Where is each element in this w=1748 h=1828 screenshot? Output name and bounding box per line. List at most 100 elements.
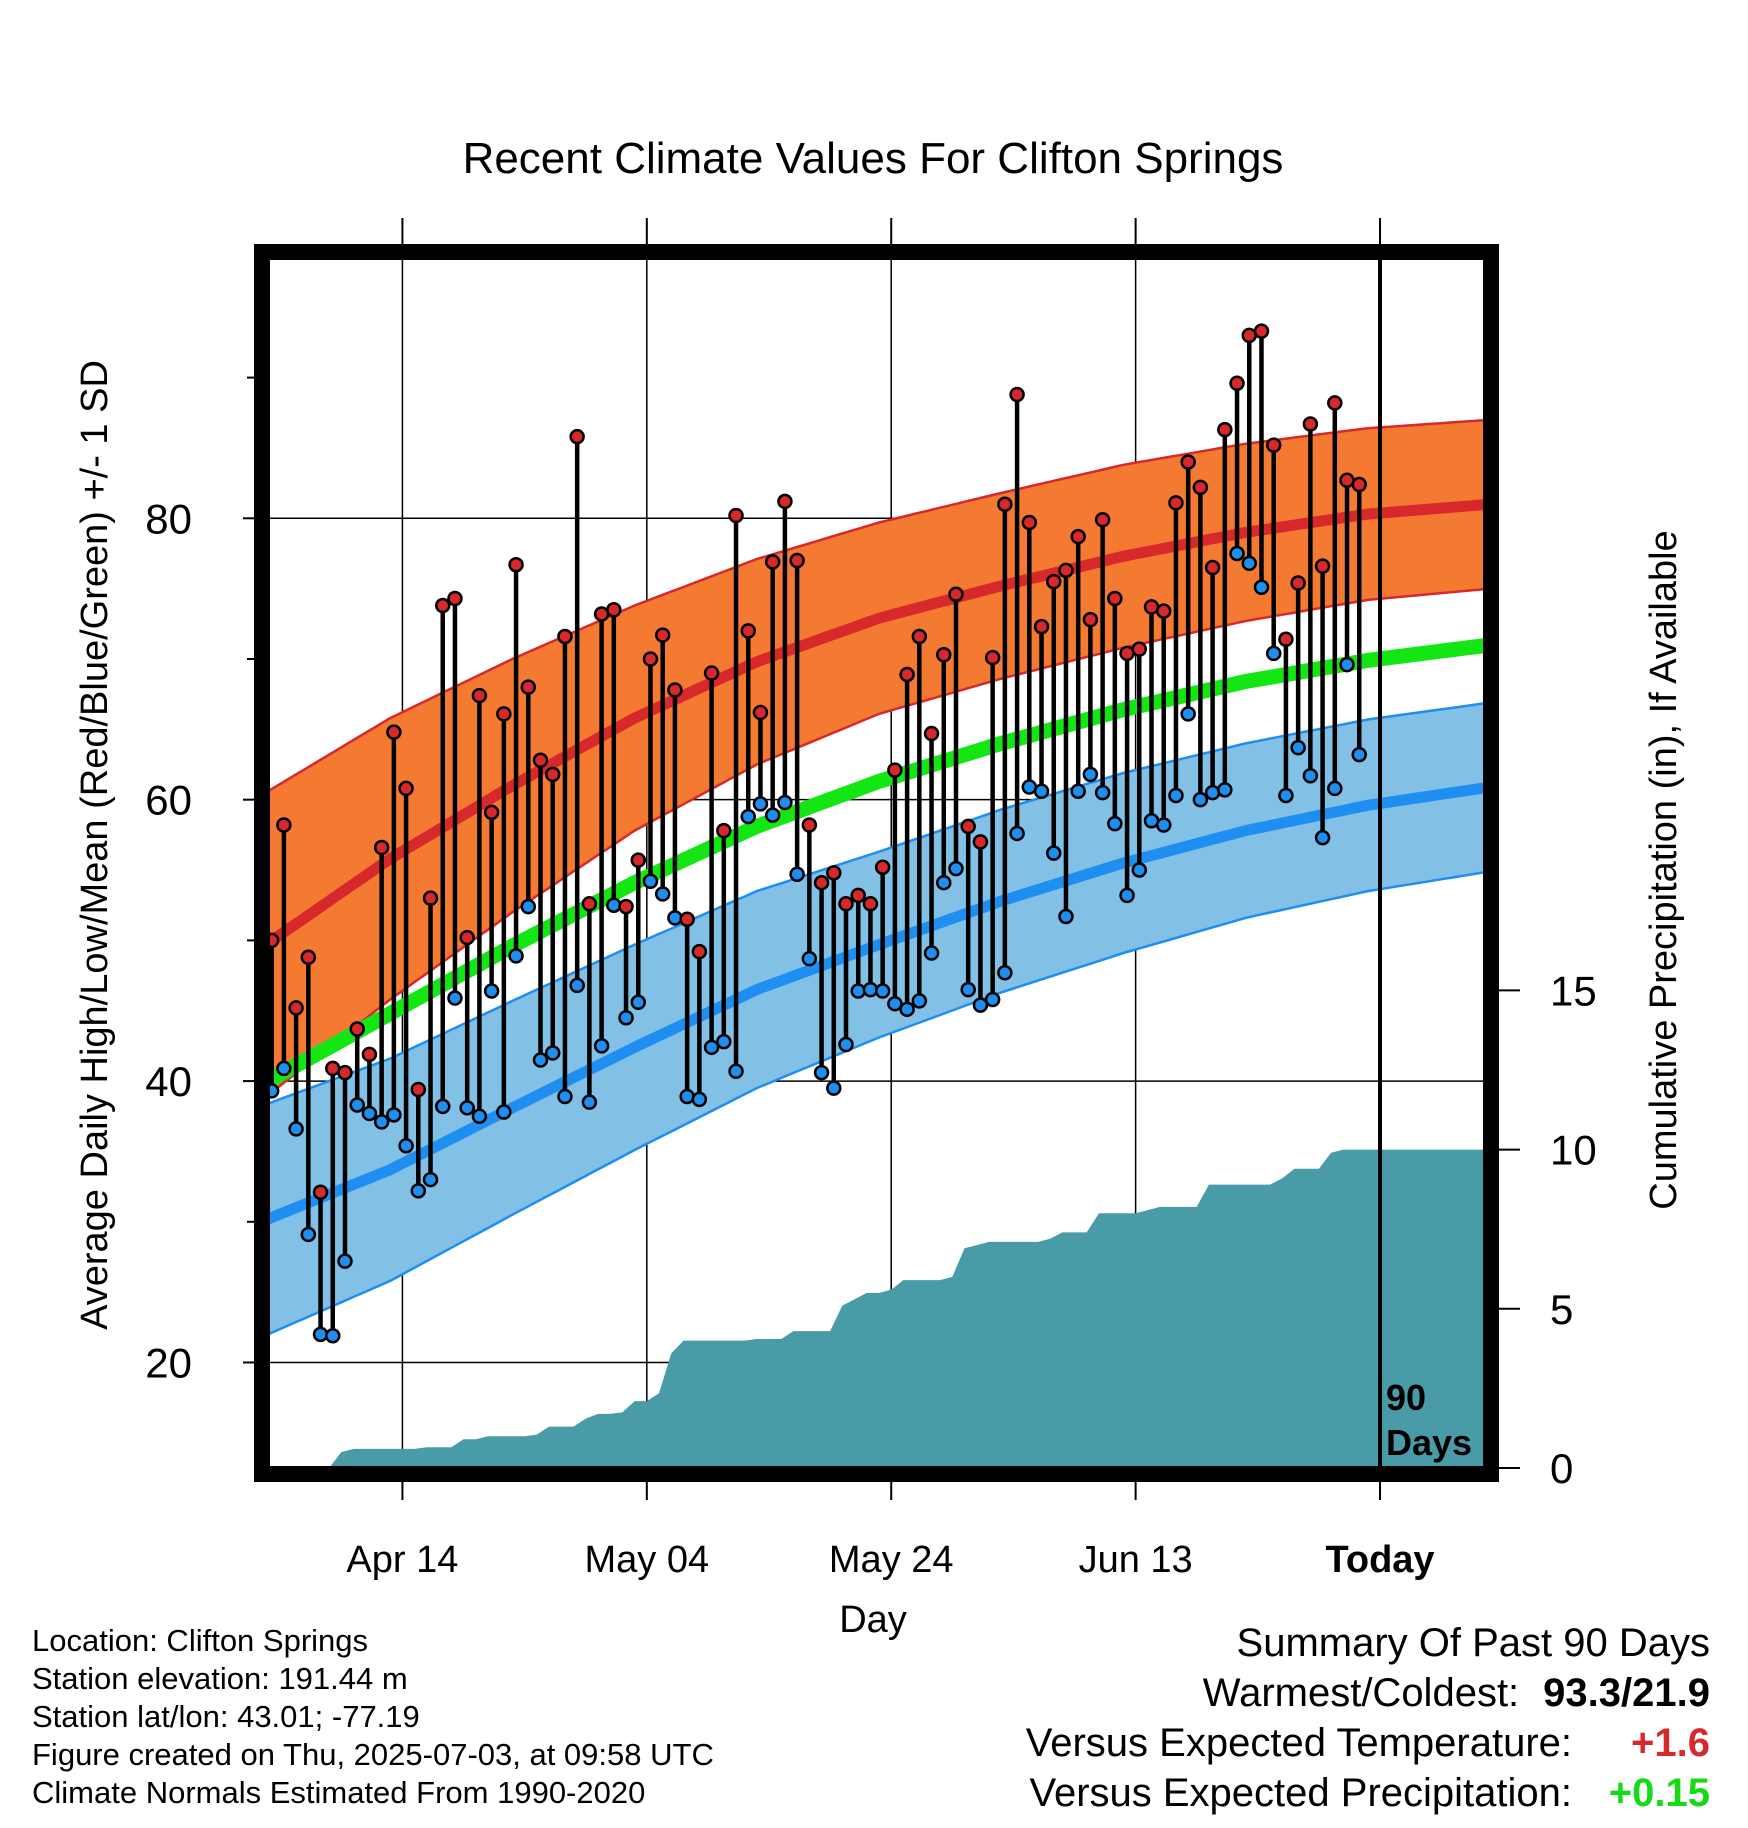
low-point	[312, 1326, 329, 1343]
today-days-number: 90	[1386, 1377, 1426, 1418]
low-point	[997, 964, 1013, 981]
high-point	[728, 507, 744, 524]
low-point	[789, 866, 805, 883]
low-point	[1033, 783, 1050, 799]
low-point	[716, 1033, 732, 1050]
normals-text: Climate Normals Estimated From 1990-2020	[32, 1775, 646, 1810]
high-point	[1278, 631, 1294, 648]
high-point	[1314, 558, 1331, 574]
high-point	[1180, 454, 1196, 470]
high-point	[471, 687, 488, 704]
latlon-text: Station lat/lon: 43.01; -77.19	[32, 1699, 420, 1734]
low-point	[972, 997, 989, 1013]
plot-frame	[254, 244, 1499, 1482]
low-point	[1168, 787, 1184, 804]
low-point	[1082, 766, 1099, 783]
high-point	[801, 817, 818, 833]
low-point	[471, 1108, 488, 1125]
low-point	[1155, 817, 1172, 833]
y-axis-label: Average Daily High/Low/Mean (Red/Blue/Gr…	[74, 360, 116, 1330]
high-sd-band	[268, 420, 1485, 1096]
low-point	[1253, 579, 1270, 595]
high-point	[630, 852, 647, 868]
x-tick-label: May 04	[585, 1539, 710, 1581]
low-point	[593, 1038, 610, 1054]
low-point	[1107, 815, 1123, 832]
high-point	[1290, 575, 1306, 591]
high-point	[679, 911, 695, 928]
warmest-label: Warmest/Coldest:	[1202, 1671, 1520, 1715]
high-point	[268, 932, 280, 949]
low-point	[483, 983, 500, 999]
high-point	[1253, 323, 1270, 339]
low-point	[703, 1039, 720, 1056]
high-point	[936, 647, 952, 663]
low-point	[1229, 545, 1245, 562]
location-text: Location: Clifton Springs	[32, 1623, 369, 1658]
low-point	[276, 1060, 292, 1077]
high-point	[899, 666, 915, 683]
y-tick-label: 80	[145, 495, 192, 542]
high-point	[862, 896, 879, 912]
high-point	[716, 822, 732, 839]
high-point	[691, 943, 708, 960]
cumulative-precip-area	[268, 1149, 1485, 1468]
high-point	[422, 890, 439, 906]
y2-tick-label: 10	[1550, 1127, 1597, 1174]
high-point	[373, 839, 390, 856]
chart-title: Recent Climate Values For Clifton Spring…	[463, 134, 1284, 183]
temp-row: Versus Expected Temperature: +1.6	[1026, 1718, 1710, 1768]
precip-value: +0.15	[1608, 1771, 1710, 1815]
low-point	[679, 1088, 695, 1105]
low-point	[1009, 825, 1025, 842]
high-point	[312, 1184, 329, 1200]
summary-title: Summary Of Past 90 Days	[1236, 1621, 1710, 1665]
low-point	[1302, 768, 1319, 784]
high-point	[1204, 559, 1221, 576]
high-point	[557, 628, 573, 645]
low-point	[740, 808, 756, 825]
x-tick-label: Today	[1325, 1539, 1434, 1581]
low-point	[777, 794, 793, 811]
high-point	[997, 496, 1013, 512]
low-point	[874, 983, 891, 999]
high-point	[1168, 495, 1184, 511]
high-point	[752, 704, 769, 721]
low-point	[752, 796, 769, 812]
low-point	[728, 1063, 744, 1079]
summary-panel: Summary Of Past 90 Days Warmest/Coldest:…	[1026, 1618, 1710, 1818]
low-point	[1327, 780, 1343, 797]
x-tick-label: Apr 14	[346, 1539, 458, 1581]
low-point	[1058, 908, 1074, 925]
x-tick-label: Jun 13	[1079, 1539, 1193, 1581]
high-point	[960, 818, 976, 835]
high-point	[361, 1046, 378, 1063]
low-point	[862, 981, 879, 998]
high-point	[838, 896, 854, 912]
high-point	[508, 556, 524, 573]
low-point	[1278, 787, 1294, 804]
high-point	[887, 762, 903, 778]
high-point	[764, 554, 781, 570]
low-point	[447, 990, 463, 1006]
high-point	[850, 887, 866, 904]
high-point	[923, 725, 940, 742]
high-point	[1107, 590, 1123, 607]
high-point	[520, 679, 537, 695]
high-point	[874, 859, 891, 875]
high-point	[1058, 562, 1074, 579]
low-point	[459, 1100, 475, 1116]
high-point	[1302, 416, 1319, 432]
created-text: Figure created on Thu, 2025-07-03, at 09…	[32, 1737, 714, 1772]
low-point	[654, 886, 671, 902]
high-point	[777, 493, 793, 510]
station-info: Location: Clifton Springs Station elevat…	[32, 1622, 714, 1812]
high-point	[789, 552, 805, 569]
high-point	[496, 706, 512, 722]
low-point	[1241, 555, 1258, 572]
low-point	[581, 1094, 598, 1110]
high-point	[1033, 618, 1050, 635]
low-point	[288, 1121, 304, 1137]
high-point	[1070, 528, 1086, 545]
